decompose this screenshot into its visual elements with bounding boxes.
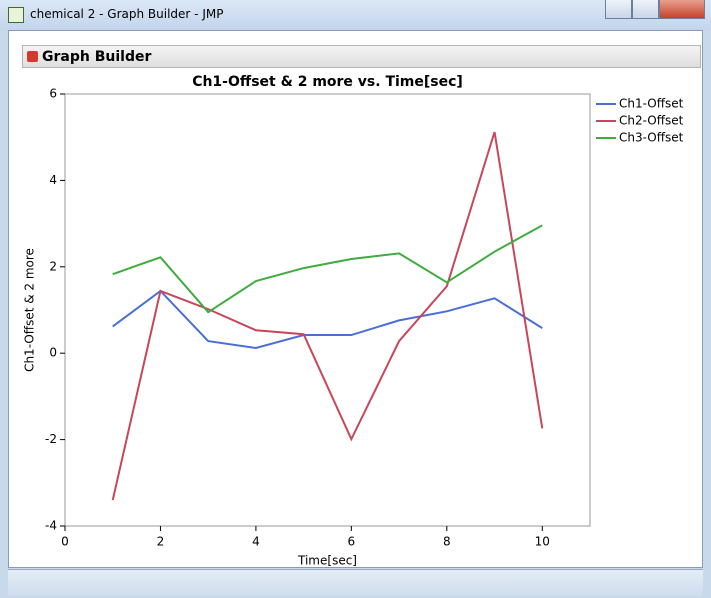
chart-title: Ch1-Offset & 2 more vs. Time[sec]	[192, 74, 463, 90]
y-tick-label: -2	[45, 432, 57, 446]
window-controls	[605, 0, 705, 19]
y-tick-label: -4	[45, 519, 57, 533]
legend-label: Ch2-Offset	[619, 114, 684, 128]
x-tick-label: 10	[535, 535, 550, 549]
maximize-button[interactable]	[632, 0, 659, 19]
title-bar: chemical 2 - Graph Builder - JMP	[0, 0, 711, 30]
y-axis-label: Ch1-Offset & 2 more	[23, 248, 37, 372]
data-line	[112, 224, 543, 314]
legend-label: Ch3-Offset	[619, 131, 684, 145]
y-tick-label: 2	[49, 259, 57, 273]
panel-header[interactable]: Graph Builder	[22, 45, 701, 68]
x-tick-label: 0	[61, 535, 69, 549]
status-bar	[8, 569, 703, 596]
y-tick-label: 0	[49, 346, 57, 360]
window-title: chemical 2 - Graph Builder - JMP	[30, 7, 224, 21]
panel-title: Graph Builder	[42, 49, 152, 65]
x-tick-label: 6	[348, 535, 356, 549]
data-line	[111, 131, 544, 501]
minimize-button[interactable]	[605, 0, 632, 19]
legend-label: Ch1-Offset	[619, 97, 684, 111]
red-triangle-menu[interactable]	[27, 51, 38, 62]
x-tick-label: 2	[157, 535, 165, 549]
x-axis-label: Time[sec]	[297, 554, 357, 568]
close-button[interactable]	[659, 0, 705, 19]
x-tick-label: 8	[443, 535, 451, 549]
data-line	[112, 289, 543, 350]
plot-frame	[64, 93, 591, 527]
app-icon	[8, 7, 24, 23]
y-tick-label: 6	[49, 87, 57, 101]
y-tick-label: 4	[49, 173, 57, 187]
x-tick-label: 4	[252, 535, 260, 549]
